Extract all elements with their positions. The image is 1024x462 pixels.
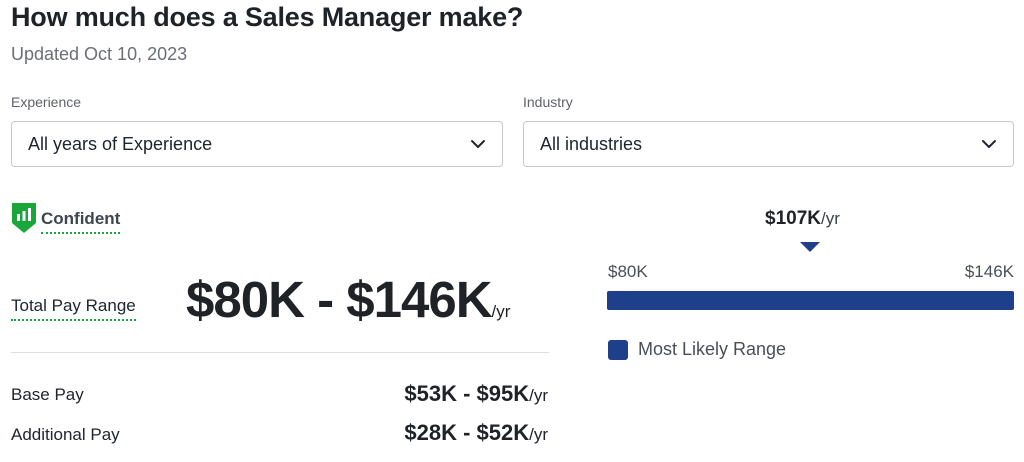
industry-value: All industries	[540, 133, 643, 154]
range-high-label: $146K	[964, 262, 1014, 281]
additional-pay-unit: /yr	[529, 425, 548, 444]
total-pay-label[interactable]: Total Pay Range	[11, 296, 136, 321]
experience-label: Experience	[11, 94, 82, 110]
bar-chart-shield-icon	[12, 203, 36, 233]
pay-range-bar	[607, 291, 1014, 310]
confidence-label[interactable]: Confident	[41, 209, 121, 234]
experience-value: All years of Experience	[28, 133, 213, 154]
industry-select[interactable]: All industries	[523, 121, 1014, 167]
experience-select[interactable]: All years of Experience	[11, 121, 503, 167]
legend-swatch-icon	[608, 340, 628, 360]
most-likely-range-bar	[607, 291, 1014, 310]
additional-pay-range: $28K - $52K	[404, 420, 530, 445]
median-marker-icon	[800, 242, 820, 252]
median-pay: $107K/yr	[765, 208, 840, 230]
total-pay-range: $80K - $146K/yr	[186, 270, 510, 329]
base-pay-unit: /yr	[529, 386, 548, 405]
base-pay-value: $53K - $95K/yr	[404, 381, 548, 407]
base-pay-range: $53K - $95K	[404, 381, 530, 406]
additional-pay-label: Additional Pay	[11, 425, 120, 444]
median-pay-value: $107K	[765, 208, 821, 229]
chevron-down-icon	[471, 140, 485, 148]
page-title: How much does a Sales Manager make?	[11, 2, 524, 32]
industry-label: Industry	[523, 94, 573, 110]
additional-pay-value: $28K - $52K/yr	[404, 420, 548, 446]
total-pay-value: $80K - $146K	[186, 271, 493, 328]
divider	[11, 352, 549, 353]
range-low-label: $80K	[608, 262, 648, 281]
legend-label: Most Likely Range	[638, 339, 787, 359]
median-pay-unit: /yr	[821, 209, 840, 228]
total-pay-unit: /yr	[491, 302, 511, 321]
updated-date: Updated Oct 10, 2023	[11, 44, 188, 64]
chevron-down-icon	[982, 140, 996, 148]
base-pay-label: Base Pay	[11, 385, 84, 404]
